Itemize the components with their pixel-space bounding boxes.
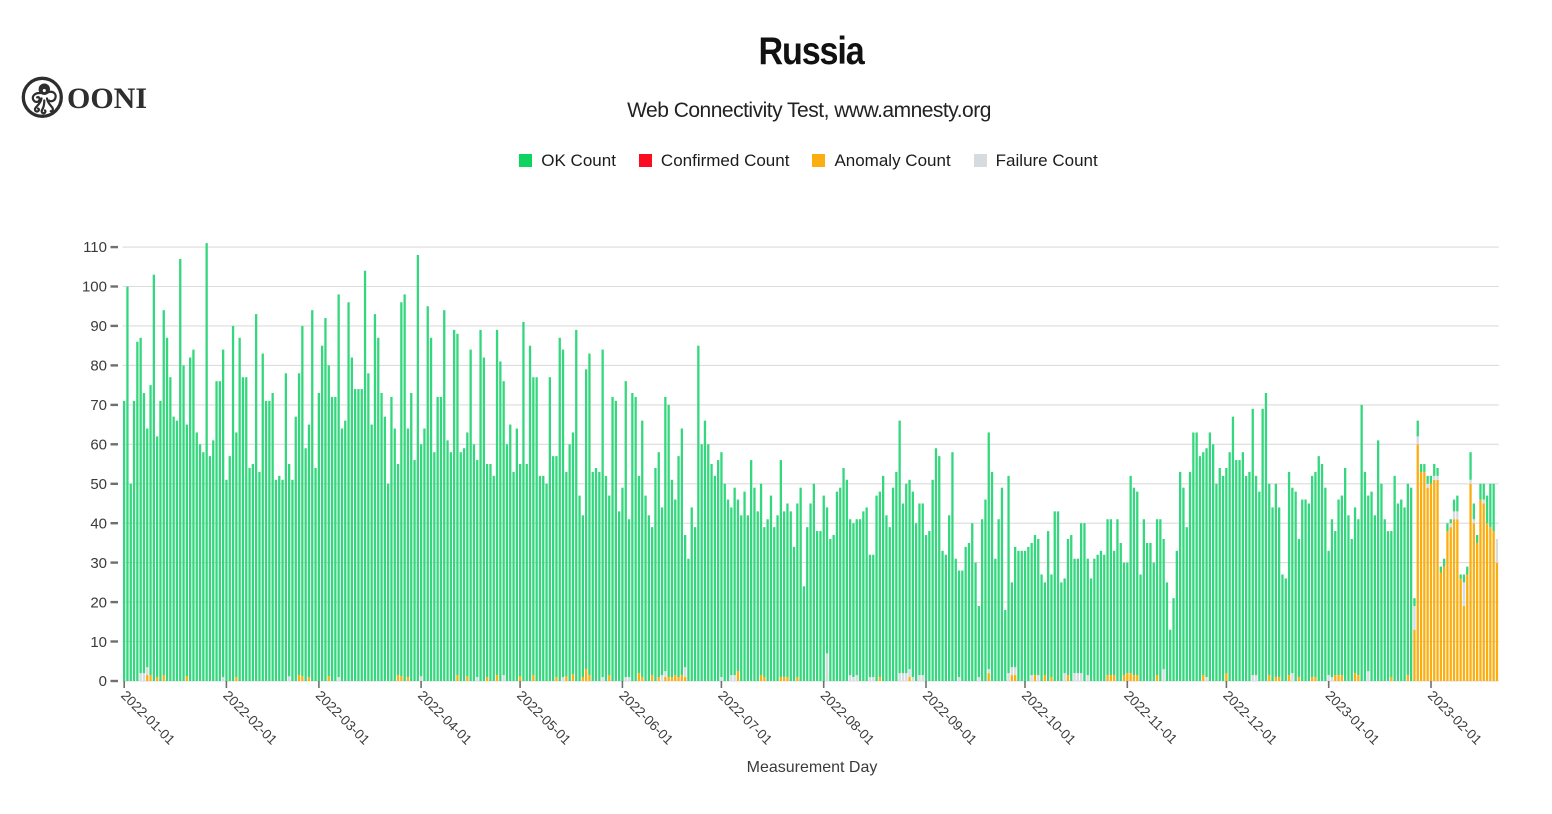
- svg-text:20: 20: [90, 594, 107, 611]
- svg-text:2022-05-01: 2022-05-01: [514, 688, 574, 748]
- svg-text:2022-07-01: 2022-07-01: [715, 688, 775, 748]
- svg-text:2022-03-01: 2022-03-01: [313, 688, 373, 748]
- svg-text:2022-06-01: 2022-06-01: [616, 688, 676, 748]
- svg-text:2022-10-01: 2022-10-01: [1019, 688, 1079, 748]
- svg-text:2023-01-01: 2023-01-01: [1323, 688, 1383, 748]
- svg-text:10: 10: [90, 634, 107, 651]
- svg-text:2022-01-01: 2022-01-01: [118, 688, 178, 748]
- svg-text:40: 40: [90, 515, 107, 532]
- svg-text:80: 80: [90, 358, 107, 375]
- svg-text:OONI: OONI: [67, 82, 147, 115]
- svg-text:70: 70: [90, 397, 107, 414]
- svg-text:2022-12-01: 2022-12-01: [1220, 688, 1280, 748]
- svg-text:60: 60: [90, 437, 107, 454]
- svg-text:2022-09-01: 2022-09-01: [920, 688, 980, 748]
- svg-text:2022-02-01: 2022-02-01: [220, 688, 280, 748]
- svg-text:50: 50: [90, 476, 107, 493]
- svg-text:30: 30: [90, 555, 107, 572]
- svg-text:100: 100: [82, 279, 107, 296]
- svg-text:90: 90: [90, 318, 107, 335]
- svg-text:2023-02-01: 2023-02-01: [1425, 688, 1485, 748]
- svg-text:2022-11-01: 2022-11-01: [1121, 688, 1180, 747]
- svg-text:0: 0: [99, 673, 107, 690]
- svg-text:2022-08-01: 2022-08-01: [818, 688, 878, 748]
- svg-text:2022-04-01: 2022-04-01: [415, 688, 475, 748]
- svg-text:110: 110: [83, 239, 107, 256]
